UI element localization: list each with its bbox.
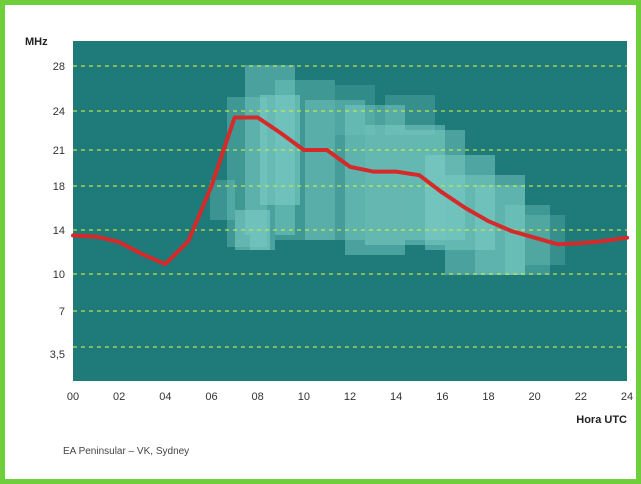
x-tick-label: 06	[205, 391, 217, 403]
x-tick-label: 20	[529, 391, 541, 403]
x-tick-labels: 00 02 04 06 08 10 12 14 16 18 20 22 24	[67, 391, 633, 403]
x-tick-label: 08	[252, 391, 264, 403]
chart-frame: 28 24 21 18 14 10 7 3,5 00 02 04 06 08 10 12 14 16 18 20 2…	[5, 5, 636, 479]
y-tick-label: 10	[53, 269, 65, 281]
heat-cell	[210, 180, 235, 220]
heat-cell	[445, 175, 525, 275]
heat-cell	[305, 100, 365, 240]
x-tick-label: 14	[390, 391, 402, 403]
y-tick-label: 3,5	[50, 349, 65, 361]
heat-cell	[250, 235, 275, 250]
heat-cell	[335, 85, 375, 135]
heat-cell	[385, 95, 435, 135]
x-tick-label: 12	[344, 391, 356, 403]
legend-entry: EA Peninsular – VK, Sydney	[63, 446, 190, 457]
muf-line-layer	[71, 115, 629, 267]
x-tick-label: 18	[482, 391, 494, 403]
y-tick-label: 7	[59, 306, 65, 318]
y-tick-label: 14	[53, 225, 65, 237]
y-axis-title: MHz	[25, 36, 48, 48]
plot-area	[73, 41, 627, 381]
heat-cell	[275, 80, 335, 240]
y-tick-label: 28	[53, 61, 65, 73]
x-tick-label: 00	[67, 391, 79, 403]
y-tick-label: 21	[53, 145, 65, 157]
x-tick-label: 04	[159, 391, 171, 403]
x-tick-label: 10	[298, 391, 310, 403]
x-tick-label: 02	[113, 391, 125, 403]
x-tick-label: 16	[436, 391, 448, 403]
y-tick-labels: 28 24 21 18 14 10 7 3,5	[50, 61, 65, 361]
y-tick-label: 18	[53, 181, 65, 193]
propagation-chart: 28 24 21 18 14 10 7 3,5 00 02 04 06 08 10 12 14 16 18 20 2…	[25, 36, 633, 426]
x-axis-title: Hora UTC	[576, 414, 627, 426]
y-tick-label: 24	[53, 106, 65, 118]
series-line	[71, 115, 629, 267]
signal-heatmap	[210, 65, 565, 275]
x-tick-label: 22	[575, 391, 587, 403]
x-tick-label: 24	[621, 391, 633, 403]
